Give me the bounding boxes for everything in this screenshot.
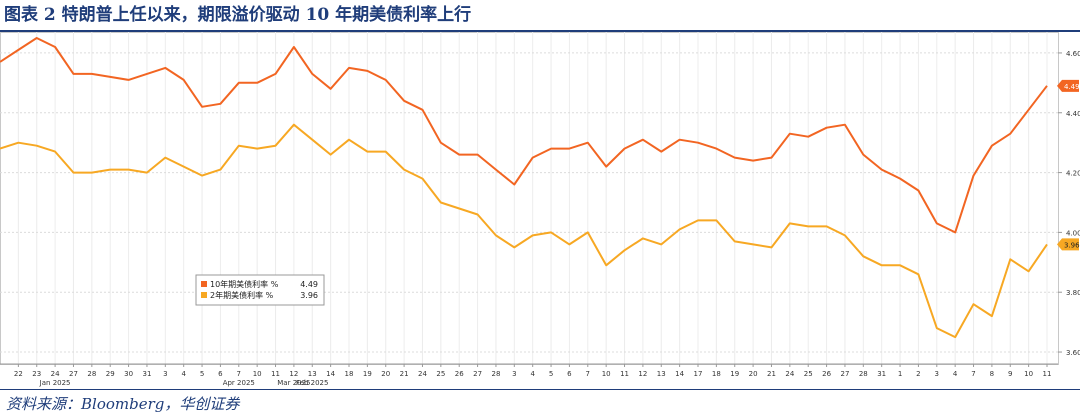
- x-tick-label: 1: [898, 370, 902, 378]
- chart-area: 4.60 4.40 4.20 4.00 3.80 3.60 22 23 24 27 28 29 30 31…: [0, 32, 1080, 388]
- legend-label: 10年期美债利率 %: [210, 279, 279, 289]
- legend-box: [195, 274, 325, 306]
- x-tick-label: 27: [473, 370, 482, 378]
- month-label: Feb 2025: [296, 379, 328, 387]
- x-tick-label: 10: [602, 370, 611, 378]
- x-tick-label: 22: [14, 370, 23, 378]
- series-line-1: [0, 37, 1048, 234]
- x-tick-label: 19: [363, 370, 372, 378]
- y-tick-label: 3.80: [1066, 289, 1080, 297]
- x-tick-label: 24: [51, 370, 60, 378]
- x-tick-label: 31: [877, 370, 886, 378]
- x-tick-label: 21: [767, 370, 776, 378]
- legend-label: 2年期美债利率 %: [210, 290, 274, 300]
- x-tick-label: 28: [491, 370, 500, 378]
- legend-swatch: [201, 281, 207, 287]
- x-tick-label: 10: [1024, 370, 1033, 378]
- x-tick-label: 2: [916, 370, 920, 378]
- legend-value: 3.96: [300, 291, 318, 300]
- x-tick-label: 3: [512, 370, 516, 378]
- x-tick-label: 18: [712, 370, 721, 378]
- legend-value: 4.49: [300, 280, 318, 289]
- x-tick-label: 19: [730, 370, 739, 378]
- x-tick-label: 6: [218, 370, 223, 378]
- x-tick-label: 30: [124, 370, 133, 378]
- last-value-labels: 4.49 3.96: [1057, 79, 1080, 251]
- x-tick-label: 24: [785, 370, 794, 378]
- series-line-2: [0, 123, 1048, 339]
- x-tick-label: 6: [567, 370, 572, 378]
- x-tick-label: 8: [990, 370, 994, 378]
- x-tick-label: 5: [549, 370, 553, 378]
- x-tick-label: 24: [418, 370, 427, 378]
- month-label: Apr 2025: [223, 379, 255, 387]
- x-tick-label: 10: [253, 370, 262, 378]
- y-tick-label: 4.00: [1066, 229, 1080, 237]
- series-lines: [0, 37, 1048, 339]
- x-tick-label: 4: [530, 370, 535, 378]
- x-tick-label: 13: [308, 370, 317, 378]
- x-tick-label: 5: [200, 370, 204, 378]
- x-tick-label: 11: [620, 370, 629, 378]
- x-tick-label: 27: [840, 370, 849, 378]
- x-tick-label: 20: [381, 370, 390, 378]
- x-tick-label: 25: [804, 370, 813, 378]
- x-tick-label: 26: [455, 370, 464, 378]
- x-tick-label: 11: [271, 370, 280, 378]
- month-label: Jan 2025: [39, 379, 71, 387]
- y-tick-label: 3.60: [1066, 349, 1080, 357]
- x-tick-label: 7: [971, 370, 975, 378]
- last-value-label: 3.96: [1064, 241, 1080, 249]
- x-tick-label: 27: [69, 370, 78, 378]
- x-tick-label: 28: [87, 370, 96, 378]
- x-tick-label: 26: [822, 370, 831, 378]
- x-tick-label: 3: [163, 370, 167, 378]
- x-tick-label: 9: [1008, 370, 1012, 378]
- x-tick-label: 18: [345, 370, 354, 378]
- last-value-tag: [1057, 79, 1079, 92]
- x-tick-label: 31: [142, 370, 151, 378]
- y-tick-label: 4.60: [1066, 50, 1080, 58]
- x-tick-label: 12: [638, 370, 647, 378]
- x-tick-label: 14: [326, 370, 335, 378]
- x-tick-label: 11: [1043, 370, 1052, 378]
- x-tick-label: 7: [586, 370, 590, 378]
- x-tick-label: 7: [237, 370, 241, 378]
- x-tick-label: 13: [657, 370, 666, 378]
- x-tick-label: 12: [289, 370, 298, 378]
- bottom-divider: [0, 389, 1080, 390]
- month-label: Mar 2025: [277, 379, 310, 387]
- y-tick-label: 4.40: [1066, 110, 1080, 118]
- last-value-label: 4.49: [1064, 83, 1080, 91]
- source-note: 资料来源：Bloomberg，华创证券: [6, 395, 240, 413]
- title-divider: [0, 30, 1080, 32]
- x-tick-label: 28: [859, 370, 868, 378]
- x-tick-label: 17: [694, 370, 703, 378]
- gridlines: [0, 32, 1059, 365]
- x-tick-label: 4: [181, 370, 186, 378]
- figure-title: 图表 2 特朗普上任以来，期限溢价驱动 10 年期美债利率上行: [4, 5, 472, 25]
- x-tick-label: 25: [436, 370, 445, 378]
- last-value-tag: [1057, 238, 1079, 251]
- x-tick-label: 21: [400, 370, 409, 378]
- legend: 10年期美债利率 % 4.49 2年期美债利率 % 3.96: [195, 274, 325, 306]
- x-tick-label: 23: [32, 370, 41, 378]
- legend-swatch: [201, 292, 207, 298]
- y-tick-label: 4.20: [1066, 170, 1080, 178]
- x-tick-label: 20: [749, 370, 758, 378]
- x-tick-label: 4: [953, 370, 958, 378]
- x-tick-label: 3: [935, 370, 939, 378]
- x-tick-label: 14: [675, 370, 684, 378]
- x-tick-label: 29: [106, 370, 115, 378]
